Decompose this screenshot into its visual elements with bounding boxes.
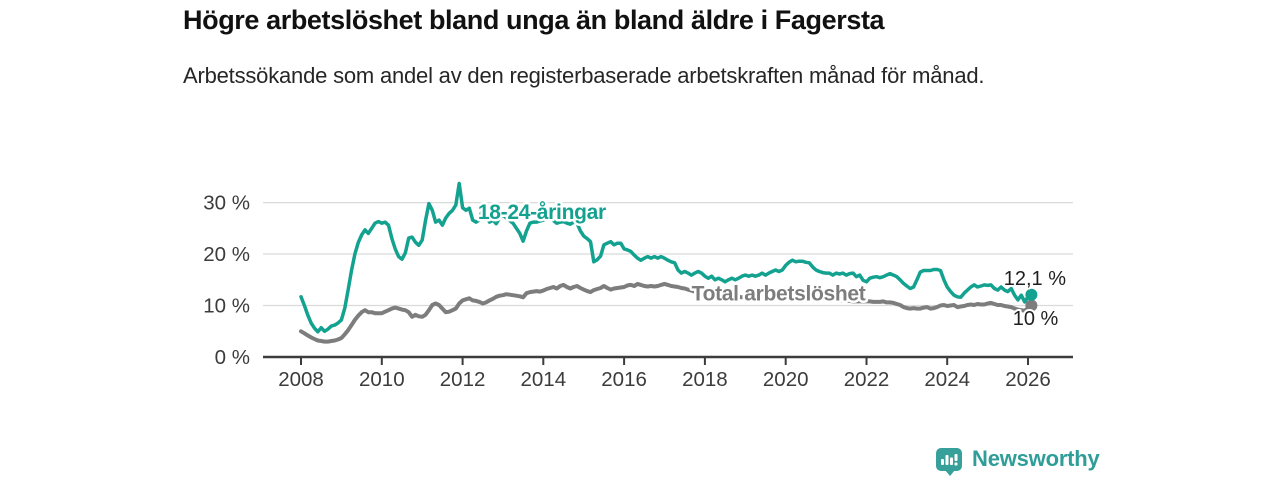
- series-end-dot-18-24-ringar: [1025, 288, 1038, 301]
- x-tick-label-2016: 2016: [601, 368, 647, 391]
- x-tick-label-2022: 2022: [844, 368, 890, 391]
- x-tick-label-2018: 2018: [682, 368, 728, 391]
- newsworthy-bar-chart-icon: [936, 447, 962, 476]
- series-end-dot-total-arbetsl-shet: [1025, 299, 1038, 312]
- newsworthy-logo: Newsworthy: [936, 446, 1100, 476]
- series-label-18-24-ringar: 18-24-åringar: [478, 201, 606, 224]
- newsworthy-logo-text: Newsworthy: [972, 446, 1100, 471]
- y-tick-label-0: 0 %: [215, 346, 250, 369]
- x-tick-label-2010: 2010: [359, 368, 405, 391]
- y-tick-label-10: 10 %: [203, 295, 250, 318]
- x-tick-label-2008: 2008: [278, 368, 324, 391]
- series-line-total-arbetsl-shet: [299, 281, 1034, 344]
- x-tick-label-2020: 2020: [763, 368, 809, 391]
- x-tick-label-2012: 2012: [440, 368, 486, 391]
- x-tick-label-2014: 2014: [520, 368, 566, 391]
- value-label-10: 10 %: [1013, 308, 1059, 330]
- chart-subtitle: Arbetssökande som andel av den registerb…: [183, 63, 985, 88]
- x-tick-label-2024: 2024: [924, 368, 970, 391]
- series-line-18-24-ringar: [299, 181, 1034, 334]
- chart-title: Högre arbetslöshet bland unga än bland ä…: [183, 5, 885, 35]
- series-label-total-arbetsl-shet: Total arbetslöshet: [692, 282, 866, 305]
- y-tick-label-30: 30 %: [203, 192, 250, 215]
- value-label-12-1: 12,1 %: [1004, 268, 1066, 290]
- y-tick-label-20: 20 %: [203, 243, 250, 266]
- x-tick-label-2026: 2026: [1005, 368, 1051, 391]
